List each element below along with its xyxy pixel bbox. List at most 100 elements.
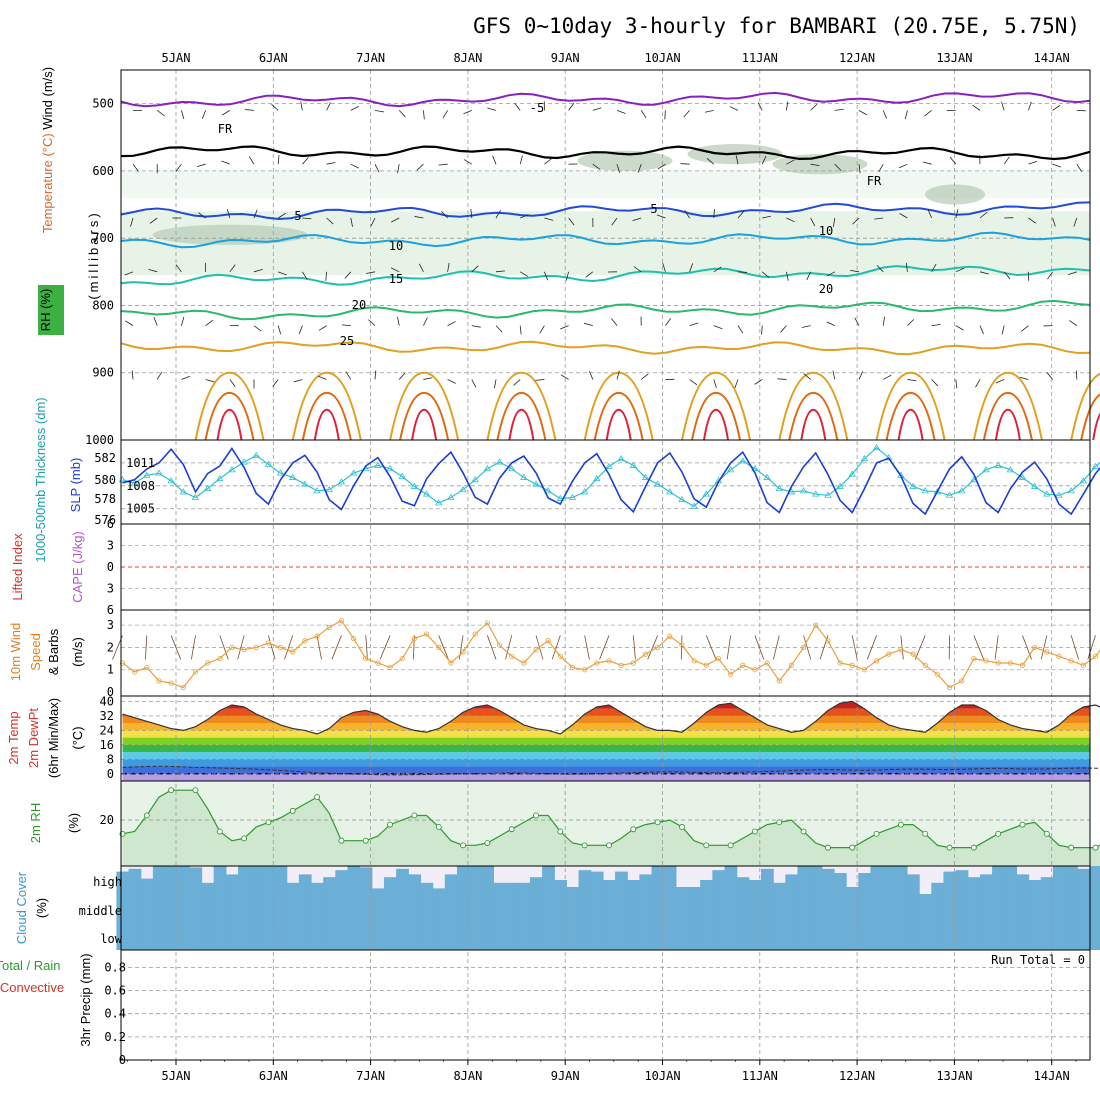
wind-barb-20-1: [616, 164, 621, 173]
rh-tick-20: 20: [100, 813, 114, 827]
cloud-middle-bar-51: [736, 894, 750, 922]
rh-point-62: [873, 830, 880, 837]
cloud-high-bar-20: [359, 867, 373, 894]
wind-barb-33-2: [927, 209, 932, 219]
cloud-middle-bar-15: [298, 894, 312, 922]
thickness-point-51: [739, 457, 747, 464]
isotherm-label-7: 20: [352, 298, 366, 312]
wind-speed-point-1: [132, 669, 138, 675]
cloud-middle-bar-75: [1028, 894, 1042, 922]
rh-blob-4: [925, 184, 985, 205]
wind-speed-point-75: [1032, 644, 1038, 651]
wind10-barb-38: [584, 635, 590, 660]
cloud-low-bar-2: [140, 922, 154, 950]
wind-barb-14-0: [463, 109, 472, 115]
cloud-middle-bar-13: [274, 894, 288, 922]
cloud-low-bar-52: [748, 922, 762, 950]
wind-barb-6-4: [277, 325, 282, 335]
precip-tick-0.6: 0.6: [104, 984, 126, 998]
cloud-low-bar-28: [456, 922, 470, 950]
thickness-point-79: [1079, 477, 1088, 484]
date-label-bottom-6JAN: 6JAN: [259, 1069, 288, 1083]
cloud-high-bar-22: [383, 877, 397, 894]
cloud-low-bar-43: [639, 922, 653, 950]
cloud-high-bar-18: [335, 870, 349, 894]
isotherm-label-5: 10: [819, 224, 833, 238]
cloud-low-bar-0: [116, 922, 130, 950]
wind-barb-28-1: [810, 163, 820, 166]
wind-speed-point-14: [290, 649, 296, 655]
thickness-point-16: [313, 487, 321, 494]
cloud-middle-bar-39: [590, 894, 604, 922]
temp-tick-24: 24: [100, 723, 114, 737]
wind-barb-32-5: [907, 379, 917, 382]
wind-speed-point-45: [667, 633, 673, 639]
wind-barb-2-1: [175, 163, 182, 172]
cloud-middle-bar-33: [517, 894, 531, 922]
temp-bands: [122, 701, 1090, 781]
wind-speed-point-40: [606, 658, 612, 664]
wind10-barb-78: [1070, 635, 1079, 660]
rh-point-18: [338, 837, 345, 844]
cloud-middle-bar-19: [347, 894, 361, 922]
frames-layer: [120, 69, 1091, 1065]
wind-barb-12-2: [414, 216, 424, 219]
wind-barb-31-5: [883, 374, 892, 380]
cloud-high-bar-35: [542, 866, 555, 894]
cloud-middle-bar-58: [821, 894, 835, 922]
cloud-middle-bar-80: [1089, 894, 1100, 922]
cloud-middle-bar-49: [712, 894, 726, 922]
cloud-low-bar-61: [858, 922, 872, 950]
cloud-low-bar-73: [1004, 922, 1018, 950]
cloud-low-bar-48: [700, 922, 713, 950]
wind-speed-point-65: [910, 651, 916, 657]
date-label-top-14JAN: 14JAN: [1034, 51, 1070, 65]
wind-speed-point-42: [630, 660, 636, 666]
wind-barb-13-4: [447, 321, 456, 326]
wind-speed-point-18: [338, 618, 345, 624]
cloud-high-bar-76: [1040, 877, 1054, 894]
cloud-low-bar-77: [1052, 922, 1066, 950]
cloud-middle-bar-62: [870, 894, 884, 922]
cloud-high-bar-31: [493, 882, 507, 894]
wind-barb-5-2: [253, 209, 258, 219]
isotherm-label-10: FR: [867, 174, 882, 188]
wind10-barb-72: [994, 635, 999, 660]
cloud-high-bar-42: [627, 880, 640, 894]
cloud-middle-bar-12: [262, 894, 276, 922]
wind10-barb-54: [772, 635, 780, 660]
cloud-middle-bar-54: [773, 894, 786, 922]
hot-contour-1-2: [313, 408, 340, 441]
wind-speed-point-73: [1007, 660, 1013, 666]
wind-barb-24-3: [713, 266, 722, 273]
wind-speed-point-11: [253, 644, 259, 651]
cloud-high-bar-74: [1016, 874, 1030, 894]
wind-barb-24-0: [704, 109, 714, 113]
wind-barb-23-1: [680, 163, 690, 165]
cloud-high-bar-21: [371, 888, 385, 894]
cloud-middle-bar-22: [383, 894, 397, 922]
wind-speed-point-57: [813, 622, 819, 628]
wind-speed-point-56: [800, 644, 807, 651]
wind-barb-14-4: [471, 325, 481, 328]
wind-barb-31-1: [878, 163, 884, 173]
cloud-middle-bar-29: [469, 894, 482, 922]
wind-barb-28-4: [801, 325, 811, 328]
cloud-low-bar-6: [189, 922, 203, 950]
wind-speed-point-47: [691, 658, 697, 664]
wind-barb-10-4: [368, 319, 376, 326]
thickness-point-47: [690, 502, 698, 509]
pressure-tick-600: 600: [92, 164, 114, 178]
rh-point-2: [143, 812, 150, 819]
temperature-label: Temperature (°C): [40, 133, 55, 233]
cloud-middle-bar-48: [700, 894, 713, 922]
cloud-low-bar-24: [408, 922, 422, 950]
precip-tick-0: 0: [119, 1053, 126, 1067]
thickness-point-22: [386, 464, 394, 472]
wind-barb-2-4: [181, 316, 185, 326]
cloud-middle-bar-41: [615, 894, 628, 922]
wind-barb-10-3: [366, 271, 376, 274]
isotherm-0: [120, 145, 1091, 161]
panel-frame-1: [120, 439, 1091, 525]
cloud-low-bar-4: [165, 922, 178, 950]
